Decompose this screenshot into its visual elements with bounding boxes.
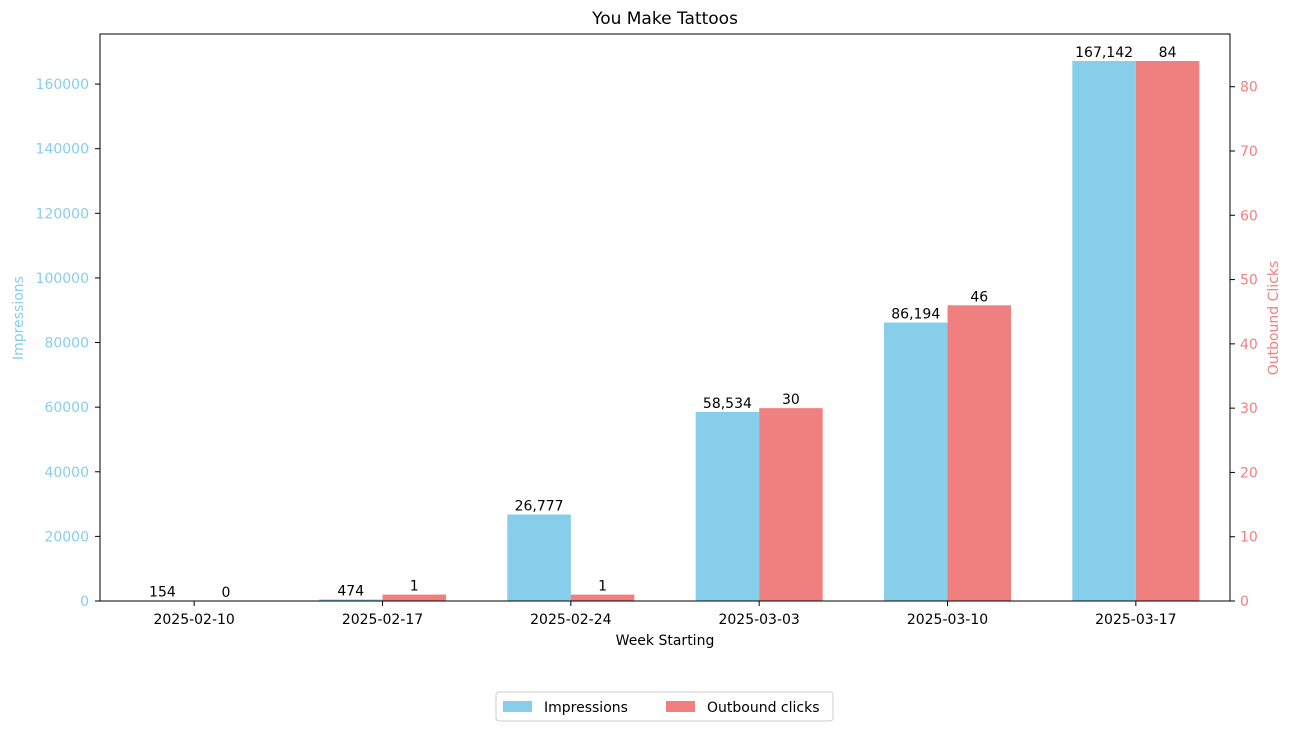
data-label-outbound-clicks-2025-03-17: 84 xyxy=(1159,45,1177,61)
data-label-impressions-2025-02-24: 26,777 xyxy=(515,498,564,514)
x-tick-label-2025-02-17: 2025-02-17 xyxy=(342,612,423,628)
bar-outbound-clicks-2025-03-03 xyxy=(759,408,823,601)
bar-impressions-2025-03-10 xyxy=(884,322,948,601)
left-tick-label-0: 0 xyxy=(80,594,89,610)
data-label-outbound-clicks-2025-03-10: 46 xyxy=(970,289,988,305)
data-label-outbound-clicks-2025-02-24: 1 xyxy=(598,579,607,595)
data-label-impressions-2025-03-03: 58,534 xyxy=(703,396,752,412)
data-label-impressions-2025-03-10: 86,194 xyxy=(891,307,940,323)
data-label-impressions-2025-02-10: 154 xyxy=(149,585,176,601)
legend-label-outbound-clicks: Outbound clicks xyxy=(707,700,820,716)
data-label-impressions-2025-03-17: 167,142 xyxy=(1075,45,1133,61)
legend: Impressions Outbound clicks xyxy=(495,691,834,722)
x-tick-label-2025-02-24: 2025-02-24 xyxy=(530,612,611,628)
right-tick-label-70: 70 xyxy=(1240,144,1258,160)
data-label-impressions-2025-02-17: 474 xyxy=(337,583,364,599)
bar-outbound-clicks-2025-03-10 xyxy=(947,305,1011,601)
left-tick-label-100000: 100000 xyxy=(36,271,89,287)
left-y-axis: 0 20000 40000 60000 80000 100000 120000 140000 1… xyxy=(36,77,100,610)
x-axis: 2025-02-10 2025-02-17 2025-02-24 2025-03-03… xyxy=(153,601,1177,628)
x-tick-label-2025-03-03: 2025-03-03 xyxy=(718,612,799,628)
bar-impressions-2025-02-24 xyxy=(507,514,571,601)
left-tick-label-160000: 160000 xyxy=(36,77,89,93)
right-axis-title: Outbound Clicks xyxy=(1266,261,1282,376)
legend-swatch-impressions xyxy=(503,701,532,712)
data-labels-group: 154 0 474 1 26,777 1 58,534 30 86,194 46 167,142 84 xyxy=(149,45,1177,601)
right-tick-label-30: 30 xyxy=(1240,401,1258,417)
right-tick-label-40: 40 xyxy=(1240,337,1258,353)
left-tick-label-140000: 140000 xyxy=(36,142,89,158)
right-tick-label-60: 60 xyxy=(1240,208,1258,224)
right-tick-label-0: 0 xyxy=(1240,594,1249,610)
bar-outbound-clicks-2025-03-17 xyxy=(1135,61,1200,601)
chart-title: You Make Tattoos xyxy=(591,9,738,29)
data-label-outbound-clicks-2025-02-17: 1 xyxy=(410,579,419,595)
data-label-outbound-clicks-2025-03-03: 30 xyxy=(782,392,800,408)
legend-label-impressions: Impressions xyxy=(544,700,628,716)
right-y-axis: 0 10 20 30 40 50 60 70 80 xyxy=(1230,80,1258,610)
right-tick-label-10: 10 xyxy=(1240,530,1258,546)
legend-frame xyxy=(495,691,834,722)
left-tick-label-80000: 80000 xyxy=(44,336,89,352)
x-tick-label-2025-02-10: 2025-02-10 xyxy=(153,612,234,628)
bar-impressions-2025-02-17 xyxy=(319,599,383,601)
plot-frame xyxy=(99,33,1231,602)
x-tick-label-2025-03-17: 2025-03-17 xyxy=(1095,612,1176,628)
bar-impressions-2025-03-03 xyxy=(695,411,760,601)
left-tick-label-40000: 40000 xyxy=(44,465,89,481)
left-tick-label-20000: 20000 xyxy=(44,529,89,545)
right-tick-label-80: 80 xyxy=(1240,80,1258,96)
left-tick-label-120000: 120000 xyxy=(36,206,89,222)
legend-swatch-outbound-clicks xyxy=(666,701,695,712)
bar-outbound-clicks-2025-02-24 xyxy=(570,594,635,601)
bar-impressions-2025-03-17 xyxy=(1072,61,1136,602)
bar-outbound-clicks-2025-02-17 xyxy=(382,594,446,601)
left-tick-label-60000: 60000 xyxy=(44,400,89,416)
data-label-outbound-clicks-2025-02-10: 0 xyxy=(221,585,230,601)
left-axis-title: Impressions xyxy=(11,276,27,360)
right-tick-label-20: 20 xyxy=(1240,465,1258,481)
x-axis-title: Week Starting xyxy=(616,633,715,649)
bars-group xyxy=(130,61,1200,602)
x-tick-label-2025-03-10: 2025-03-10 xyxy=(907,612,988,628)
right-tick-label-50: 50 xyxy=(1240,273,1258,289)
